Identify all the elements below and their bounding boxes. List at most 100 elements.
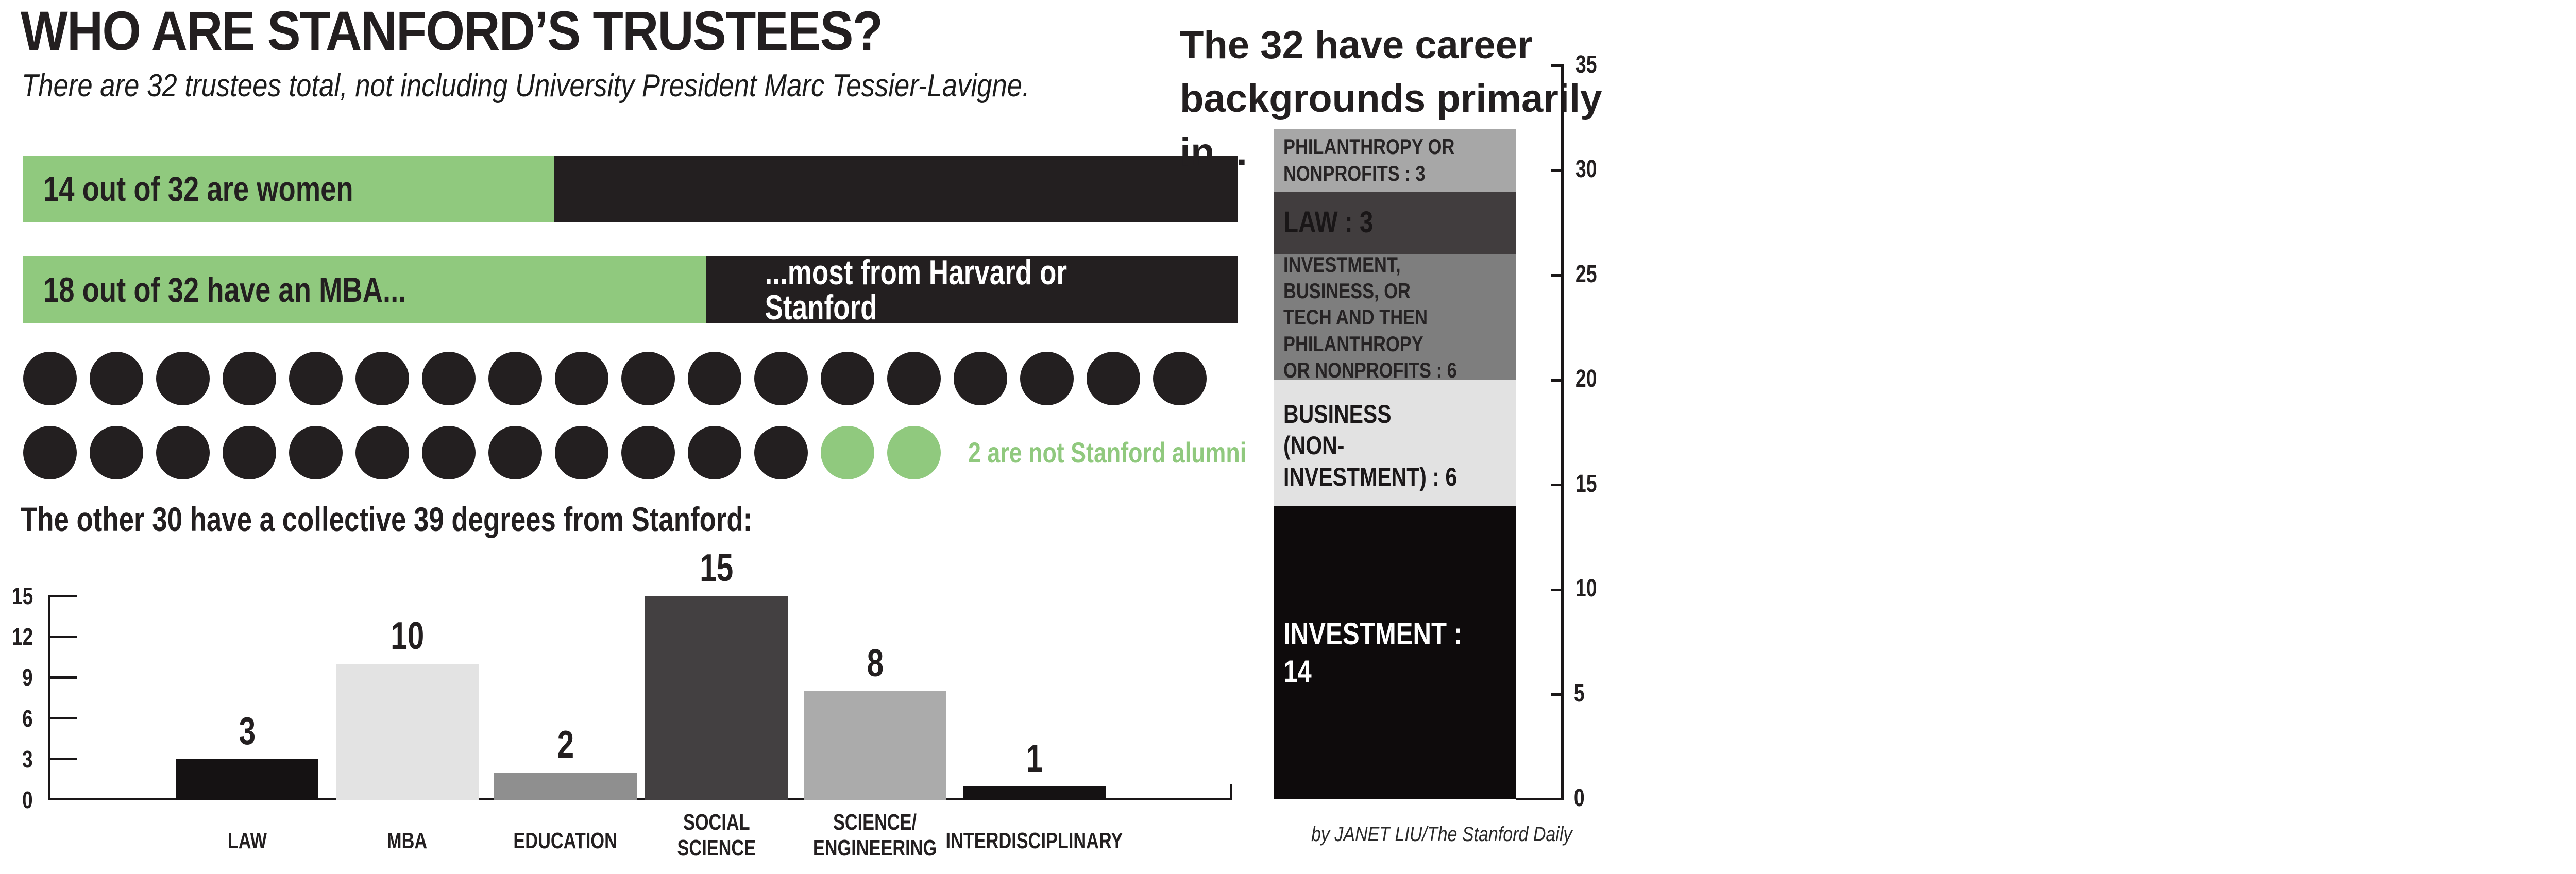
alumni-note: 2 are not Stanford alumni [968, 436, 1247, 469]
degrees-category-label: MBA [279, 828, 536, 854]
career-segment-label: INVESTMENT, BUSINESS, OR TECH AND THEN P… [1283, 254, 1457, 380]
career-y-tick-label-10: 10 [1572, 576, 1619, 601]
trustee-dot-black [1020, 352, 1074, 405]
degrees-category-label-text: LAW [227, 828, 267, 853]
career-y-tick-label-10-text: 10 [1575, 575, 1597, 602]
degrees-bar-value-label: 10 [305, 616, 510, 655]
alumni-dot-row-1 [23, 352, 1207, 405]
career-y-tick-label-35-text: 35 [1575, 50, 1597, 78]
degrees-bar-interdisciplinary [963, 786, 1106, 800]
degrees-y-tick-label-15: 15 [0, 584, 33, 608]
trustee-dot-black [754, 426, 808, 479]
career-y-tick-label-15-text: 15 [1575, 470, 1597, 498]
career-y-tick-label-5-text: 5 [1573, 679, 1585, 707]
trustee-dot-black [355, 352, 409, 405]
career-y-tick-label-25: 25 [1572, 262, 1619, 287]
women-bar-label: 14 out of 32 are women [43, 169, 353, 209]
career-y-tick-5 [1551, 693, 1562, 696]
trustee-dot-black [488, 352, 542, 405]
trustee-dot-black [355, 426, 409, 479]
degrees-bar-value-label-text: 3 [239, 709, 256, 752]
trustee-dot-black [422, 352, 476, 405]
career-segment-5: INVESTMENT : 14 [1274, 506, 1516, 799]
degrees-bar-value-label: 15 [614, 549, 819, 587]
degrees-x-axis-end-tick [1230, 784, 1232, 799]
career-segment-1: PHILANTHROPY OR NONPROFITS : 3 [1274, 128, 1516, 192]
degrees-y-tick-15 [48, 594, 77, 597]
career-y-tick-10 [1551, 588, 1562, 591]
degrees-y-axis-line [48, 595, 50, 800]
degrees-category-label-text: EDUCATION [513, 828, 618, 853]
byline-text: by JANET LIU/The Stanford Daily [1311, 823, 1572, 846]
mba-bar-black-segment: ...most from Harvard or Stanford [706, 256, 1238, 323]
degrees-category-label: SCIENCE/ ENGINEERING [747, 810, 1004, 861]
trustee-dot-black [223, 426, 276, 479]
degrees-bar-value-label: 1 [932, 739, 1137, 778]
career-y-tick-label-20: 20 [1572, 367, 1619, 391]
women-bar: 14 out of 32 are women [23, 156, 1238, 222]
trustee-dot-black [555, 352, 608, 405]
trustee-dot-black [156, 352, 210, 405]
degrees-category-label-text: INTERDISCIPLINARY [945, 828, 1123, 853]
degrees-category-label-text: SOCIAL SCIENCE [677, 810, 756, 861]
career-y-tick-label-15: 15 [1572, 470, 1619, 498]
career-y-tick-label-25-text: 25 [1575, 260, 1597, 288]
trustee-dot-black [23, 352, 77, 405]
degrees-heading-text: The other 30 have a collective 39 degree… [21, 500, 753, 538]
degrees-bar-value-label-text: 8 [867, 641, 884, 684]
career-y-tick-label-5: 5 [1572, 681, 1619, 706]
women-bar-black-segment [554, 156, 1238, 222]
career-segment-label: INVESTMENT : 14 [1283, 616, 1463, 689]
degrees-category-label-text: MBA [387, 828, 428, 853]
career-y-tick-30 [1551, 169, 1562, 172]
trustee-dot-black [821, 352, 874, 405]
trustee-dot-black [688, 352, 741, 405]
career-y-axis-line [1561, 64, 1564, 800]
degrees-y-tick-12 [48, 635, 77, 638]
byline: by JANET LIU/The Stanford Daily [1311, 824, 1618, 845]
career-segment-label: LAW : 3 [1283, 205, 1374, 239]
degrees-y-tick-label-3: 3 [0, 747, 33, 771]
trustee-dot-black [1087, 352, 1140, 405]
degrees-bar-value-label: 3 [145, 709, 349, 752]
career-y-tick-20 [1551, 379, 1562, 382]
trustee-dot-black [422, 426, 476, 479]
degrees-y-tick-label-12: 12 [0, 625, 33, 648]
trustee-dot-black [289, 352, 343, 405]
alumni-dot-row-2: 2 are not Stanford alumni [23, 426, 1316, 479]
degrees-y-tick-9 [48, 676, 77, 679]
degrees-y-tick-3 [48, 758, 77, 761]
degrees-y-tick-label-0: 0 [0, 788, 33, 812]
career-heading: The 32 have career backgrounds primarily… [1180, 19, 1649, 179]
degrees-bar-chart: 0 3 6 9 12 15 3 LAW 10 MBA 2 EDUCATION 15 SOCIAL SCIE… [0, 0, 1262, 874]
page-subtitle: There are 32 trustees total, not includi… [22, 70, 1208, 102]
degrees-category-label: EDUCATION [437, 828, 694, 854]
trustee-dot-black [23, 426, 77, 479]
trustee-dot-black [223, 352, 276, 405]
career-stacked-chart: The 32 have career backgrounds primarily… [1180, 19, 1649, 811]
degrees-bar-social-science [645, 596, 788, 800]
trustee-dot-black [90, 352, 143, 405]
degrees-y-tick-label-text: 3 [22, 745, 33, 773]
trustee-dot-black [1153, 352, 1207, 405]
career-segment-label: PHILANTHROPY OR NONPROFITS : 3 [1283, 134, 1455, 185]
trustee-dot-black [90, 426, 143, 479]
degrees-y-tick-label-9: 9 [0, 665, 33, 689]
career-y-tick-label-0-text: 0 [1573, 784, 1585, 812]
degrees-bar-science-engineering [804, 691, 946, 800]
degrees-y-tick-label-text: 0 [22, 786, 33, 813]
trustee-dot-black [156, 426, 210, 479]
degrees-bar-law [176, 759, 318, 800]
degrees-category-label: LAW [118, 828, 376, 854]
degrees-heading: The other 30 have a collective 39 degree… [21, 502, 935, 536]
page-subtitle-text: There are 32 trustees total, not includi… [22, 68, 1030, 104]
mba-bar: 18 out of 32 have an MBA... ...most from… [23, 256, 1238, 323]
career-heading-text: The 32 have career backgrounds primarily… [1180, 23, 1602, 174]
trustee-dot-black [688, 426, 741, 479]
career-y-tick-label-0: 0 [1572, 786, 1619, 811]
career-x-axis-line [1516, 798, 1564, 800]
mba-bar-right-label: ...most from Harvard or Stanford [765, 256, 1067, 323]
degrees-bar-value-label-text: 2 [557, 723, 574, 766]
page-title: WHO ARE STANFORD’S TRUSTEES? [21, 3, 978, 59]
